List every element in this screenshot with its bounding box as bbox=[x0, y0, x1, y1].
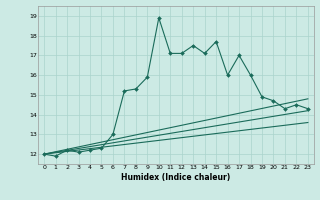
X-axis label: Humidex (Indice chaleur): Humidex (Indice chaleur) bbox=[121, 173, 231, 182]
